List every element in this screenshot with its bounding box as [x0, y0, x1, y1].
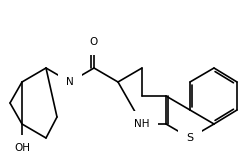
- Text: S: S: [186, 133, 193, 143]
- Text: NH: NH: [134, 119, 149, 129]
- Text: N: N: [66, 77, 74, 87]
- Text: OH: OH: [14, 143, 30, 153]
- Text: O: O: [90, 37, 98, 47]
